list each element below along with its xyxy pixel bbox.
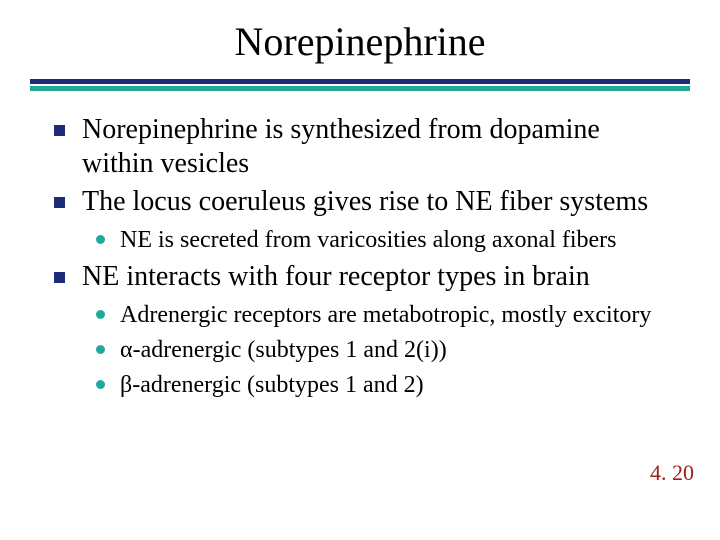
bullet-text: Norepinephrine is synthesized from dopam… <box>82 114 600 179</box>
list-item: Norepinephrine is synthesized from dopam… <box>54 113 670 181</box>
dot-bullet-icon <box>96 310 105 319</box>
rule-top <box>30 79 690 84</box>
rule-bottom <box>30 86 690 91</box>
list-item: Adrenergic receptors are metabotropic, m… <box>96 300 670 331</box>
slide-title: Norepinephrine <box>30 18 690 65</box>
dot-bullet-icon <box>96 380 105 389</box>
content-area: Norepinephrine is synthesized from dopam… <box>30 113 690 401</box>
dot-bullet-icon <box>96 345 105 354</box>
bullet-text: Adrenergic receptors are metabotropic, m… <box>120 302 651 328</box>
square-bullet-icon <box>54 125 65 136</box>
slide-number: 4. 20 <box>650 460 694 486</box>
bullet-text: NE interacts with four receptor types in… <box>82 261 590 292</box>
bullet-text: α-adrenergic (subtypes 1 and 2(i)) <box>120 337 447 363</box>
title-rule <box>30 79 690 91</box>
square-bullet-icon <box>54 272 65 283</box>
sub-bullet-list: NE is secreted from varicosities along a… <box>96 225 670 256</box>
bullet-text: β-adrenergic (subtypes 1 and 2) <box>120 372 424 398</box>
list-item: The locus coeruleus gives rise to NE fib… <box>54 185 670 256</box>
list-item: α-adrenergic (subtypes 1 and 2(i)) <box>96 335 670 366</box>
bullet-text: The locus coeruleus gives rise to NE fib… <box>82 186 648 217</box>
sub-bullet-list: Adrenergic receptors are metabotropic, m… <box>96 300 670 400</box>
dot-bullet-icon <box>96 235 105 244</box>
bullet-text: NE is secreted from varicosities along a… <box>120 227 617 253</box>
list-item: NE is secreted from varicosities along a… <box>96 225 670 256</box>
list-item: NE interacts with four receptor types in… <box>54 260 670 400</box>
list-item: β-adrenergic (subtypes 1 and 2) <box>96 370 670 401</box>
square-bullet-icon <box>54 197 65 208</box>
bullet-list: Norepinephrine is synthesized from dopam… <box>54 113 670 401</box>
slide: Norepinephrine Norepinephrine is synthes… <box>0 0 720 540</box>
